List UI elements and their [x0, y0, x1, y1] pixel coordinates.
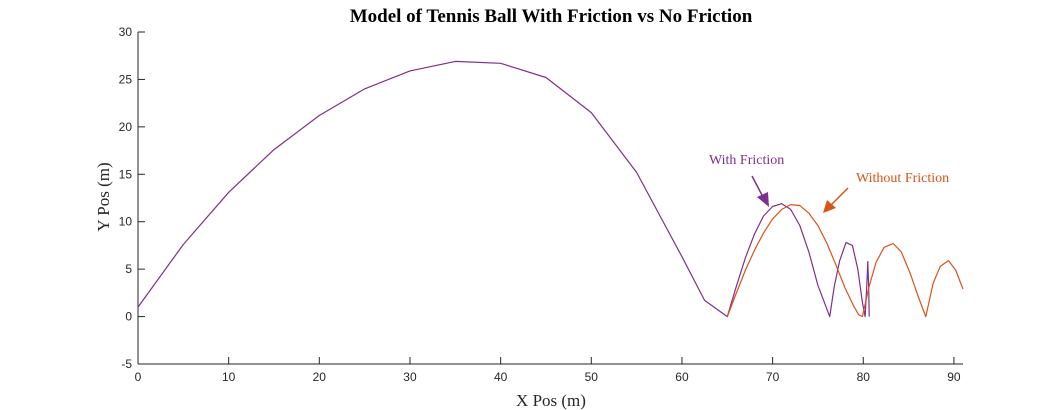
plot-area: [137, 32, 963, 365]
series-without-friction-line: [726, 204, 964, 318]
y-tick-label: 15: [119, 167, 133, 181]
x-axis-label: X Pos (m): [516, 391, 586, 410]
series-with-friction-line: [137, 60, 870, 318]
series-group: [137, 60, 964, 318]
x-tick-label: 80: [857, 370, 871, 384]
annotations: With Friction Without Friction: [709, 153, 949, 213]
y-axis-ticks: -5 0 5 10 15 20 25 30: [119, 25, 145, 371]
x-tick-label: 60: [675, 370, 689, 384]
x-tick-label: 70: [766, 370, 780, 384]
x-tick-label: 30: [403, 370, 417, 384]
y-tick-label: 20: [119, 120, 133, 134]
y-tick-label: 25: [119, 72, 133, 86]
chart-title: Model of Tennis Ball With Friction vs No…: [350, 6, 753, 27]
y-tick-label: -5: [121, 357, 132, 371]
y-tick-label: 0: [125, 310, 132, 324]
y-tick-label: 5: [125, 262, 132, 276]
y-tick-label: 10: [119, 215, 133, 229]
annotation-without-friction: Without Friction: [856, 171, 949, 186]
annotation-with-friction-arrowhead: [757, 192, 769, 207]
y-axis-label: Y Pos (m): [94, 162, 113, 231]
annotation-without-friction-arrowhead: [823, 200, 836, 213]
x-tick-label: 20: [313, 370, 327, 384]
x-tick-label: 40: [494, 370, 508, 384]
x-tick-label: 0: [135, 370, 142, 384]
y-tick-label: 30: [119, 25, 133, 39]
x-axis-ticks: 0 10 20 30 40 50 60 70 80 90: [135, 357, 961, 384]
x-tick-label: 10: [222, 370, 236, 384]
x-tick-label: 90: [947, 370, 961, 384]
annotation-without-friction-arrow-line: [830, 187, 849, 206]
x-tick-label: 50: [585, 370, 599, 384]
annotation-with-friction: With Friction: [709, 153, 784, 168]
annotation-with-friction-arrow-line: [751, 175, 764, 198]
